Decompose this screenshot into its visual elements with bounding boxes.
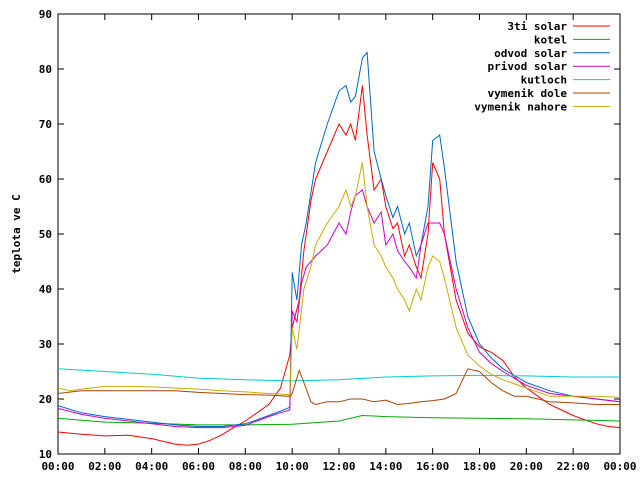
legend-label-vymenik-dole: vymenik dole	[488, 87, 568, 100]
x-tick-label: 08:00	[229, 460, 262, 473]
y-tick-label: 50	[39, 228, 52, 241]
x-tick-label: 06:00	[182, 460, 215, 473]
legend-label-kutloch: kutloch	[521, 74, 567, 87]
x-tick-label: 20:00	[510, 460, 543, 473]
legend-label-odvod-solar: odvod solar	[494, 47, 567, 60]
x-tick-label: 18:00	[463, 460, 496, 473]
x-tick-label: 00:00	[41, 460, 74, 473]
series-line-kutloch	[57, 368, 620, 382]
legend-label-kotel: kotel	[534, 33, 567, 46]
x-tick-label: 14:00	[369, 460, 402, 473]
plot-area	[57, 13, 621, 455]
series-line-vymenik-dole	[57, 368, 620, 406]
y-tick-label: 90	[39, 8, 52, 21]
x-tick-label: 16:00	[416, 460, 449, 473]
y-tick-label: 20	[39, 393, 52, 406]
legend-label-vymenik-nahore: vymenik nahore	[474, 100, 567, 113]
series-layer	[57, 51, 621, 446]
y-tick-label: 60	[39, 173, 52, 186]
y-axis-label: teplota ve C	[10, 194, 23, 273]
y-axis-ticks: 10 20 30 40 50 60 70 80 90	[39, 8, 620, 461]
x-tick-label: 22:00	[557, 460, 590, 473]
y-tick-label: 40	[39, 283, 52, 296]
y-tick-label: 70	[39, 118, 52, 131]
x-tick-label: 02:00	[88, 460, 121, 473]
x-axis-ticks: 00:00 02:00 04:00 06:00 08:00 10:00 12:00 14:00…	[41, 14, 637, 473]
series-line-privod-solar	[57, 189, 621, 429]
y-tick-label: 10	[39, 448, 52, 461]
x-tick-label: 04:00	[135, 460, 168, 473]
series-line-vymenik-nahore	[57, 162, 621, 398]
y-tick-label: 80	[39, 63, 52, 76]
legend-label-3ti-solar: 3ti solar	[507, 20, 567, 33]
y-tick-label: 30	[39, 338, 52, 351]
x-tick-label: 00:00	[603, 460, 636, 473]
series-line-odvod-solar	[57, 51, 621, 427]
legend-label-privod-solar: privod solar	[488, 60, 568, 73]
x-tick-label: 10:00	[276, 460, 309, 473]
x-tick-label: 12:00	[322, 460, 355, 473]
